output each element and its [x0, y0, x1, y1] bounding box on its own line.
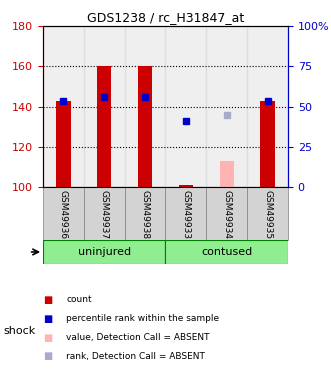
Bar [247, 187, 288, 240]
Text: GSM49937: GSM49937 [100, 190, 109, 239]
Bar [166, 187, 206, 240]
Bar [125, 26, 166, 187]
Bar [43, 26, 84, 187]
Text: GSM49935: GSM49935 [263, 190, 272, 239]
Bar [43, 187, 84, 240]
Bar [56, 100, 71, 187]
Bar [247, 26, 288, 187]
Text: ■: ■ [43, 314, 52, 324]
Bar [179, 185, 193, 187]
Text: ■: ■ [43, 333, 52, 342]
Text: shock: shock [3, 326, 35, 336]
Text: GSM49936: GSM49936 [59, 190, 68, 239]
Text: uninjured: uninjured [78, 247, 131, 257]
Bar [260, 100, 275, 187]
Text: GSM49934: GSM49934 [222, 190, 231, 238]
Bar [125, 187, 166, 240]
Text: contused: contused [201, 247, 252, 257]
Text: GSM49933: GSM49933 [181, 190, 190, 239]
Text: value, Detection Call = ABSENT: value, Detection Call = ABSENT [66, 333, 210, 342]
Text: ■: ■ [43, 295, 52, 305]
Text: count: count [66, 296, 92, 304]
Bar [138, 66, 152, 187]
Bar [43, 240, 166, 264]
Bar [97, 66, 112, 187]
Title: GDS1238 / rc_H31847_at: GDS1238 / rc_H31847_at [87, 11, 244, 24]
Bar [206, 26, 247, 187]
Text: ■: ■ [43, 351, 52, 361]
Bar [84, 26, 125, 187]
Bar [166, 26, 206, 187]
Text: rank, Detection Call = ABSENT: rank, Detection Call = ABSENT [66, 352, 205, 361]
Text: GSM49938: GSM49938 [141, 190, 150, 239]
Bar [84, 187, 125, 240]
Bar [166, 240, 288, 264]
Bar [219, 161, 234, 187]
Bar [206, 187, 247, 240]
Text: percentile rank within the sample: percentile rank within the sample [66, 314, 219, 323]
